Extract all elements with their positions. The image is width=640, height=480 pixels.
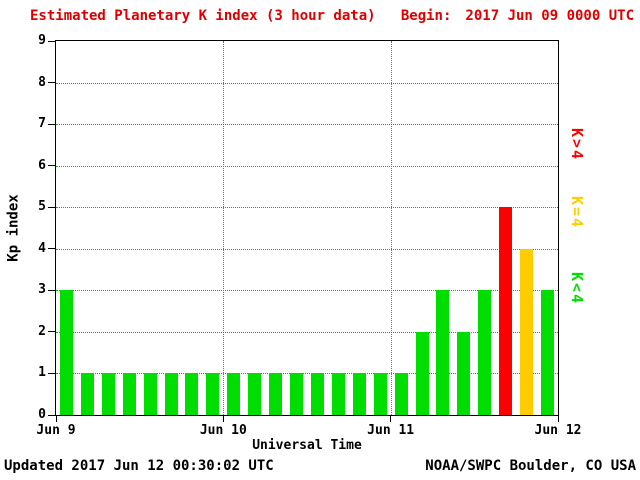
x-tick-label-1: Jun 10 [199, 423, 247, 438]
y-tick-6 [48, 165, 55, 167]
kp-bar-8 [227, 373, 241, 415]
x-axis-title: Universal Time [252, 438, 362, 453]
y-axis-title-text: Kp index [6, 194, 22, 262]
y-axis-title: Kp index [2, 148, 26, 308]
kp-bar-6 [185, 373, 199, 415]
side-label-eq4: K=4 [568, 196, 586, 230]
y-tick-5 [48, 206, 55, 208]
y-tick-label-1: 1 [38, 365, 46, 381]
kp-bar-7 [206, 373, 220, 415]
updated-timestamp: Updated 2017 Jun 12 00:30:02 UTC [4, 458, 274, 474]
y-tick-4 [48, 248, 55, 250]
kp-bar-12 [310, 373, 324, 415]
kp-bar-22 [520, 248, 534, 415]
y-tick-2 [48, 331, 55, 333]
y-tick-label-6: 6 [38, 157, 46, 173]
kp-bar-14 [352, 373, 366, 415]
y-tick-label-9: 9 [38, 33, 46, 48]
gridline-h-1 [56, 373, 558, 375]
kp-bar-13 [331, 373, 345, 415]
x-tick-label-0: Jun 9 [36, 423, 76, 438]
gridline-h-2 [56, 331, 558, 333]
kp-bar-4 [143, 373, 157, 415]
gridline-v-2 [390, 41, 392, 415]
kp-bar-11 [290, 373, 304, 415]
begin-line: Begin: 2017 Jun 09 0000 UTC [401, 8, 634, 24]
chart-title: Estimated Planetary K index (3 hour data… [30, 8, 376, 24]
x-tick-0 [55, 416, 57, 422]
gridline-h-4 [56, 248, 558, 250]
x-tick-label-2: Jun 11 [367, 423, 415, 438]
y-tick-label-3: 3 [38, 282, 46, 298]
kp-bar-5 [164, 373, 178, 415]
credit: NOAA/SWPC Boulder, CO USA [425, 458, 636, 474]
x-tick-label-3: Jun 12 [534, 423, 582, 438]
begin-value: 2017 Jun 09 0000 UTC [465, 8, 634, 24]
begin-label: Begin: [400, 8, 452, 24]
kp-bar-2 [101, 373, 115, 415]
kp-bar-21 [499, 207, 513, 415]
y-tick-0 [48, 414, 55, 416]
kp-bar-0 [59, 290, 73, 415]
y-tick-9 [48, 40, 55, 42]
kp-bar-17 [415, 331, 429, 415]
side-label-gt4: K>4 [568, 128, 586, 162]
kp-bar-15 [373, 373, 387, 415]
y-tick-7 [48, 123, 55, 125]
kp-bar-23 [541, 290, 555, 415]
kp-bar-19 [457, 331, 471, 415]
kp-bar-16 [394, 373, 408, 415]
kp-bar-3 [122, 373, 136, 415]
kp-bar-20 [478, 290, 492, 415]
gridline-h-7 [56, 124, 558, 126]
kp-bar-18 [436, 290, 450, 415]
y-tick-3 [48, 289, 55, 291]
gridline-v-1 [223, 41, 225, 415]
gridline-h-6 [56, 165, 558, 167]
kp-bar-10 [269, 373, 283, 415]
y-tick-1 [48, 372, 55, 374]
y-tick-label-7: 7 [38, 116, 46, 132]
y-tick-label-8: 8 [38, 74, 46, 90]
y-tick-label-2: 2 [38, 323, 46, 339]
y-tick-label-5: 5 [38, 199, 46, 215]
gridline-h-5 [56, 207, 558, 209]
side-label-lt4: K<4 [568, 272, 586, 306]
plot-area [55, 40, 559, 416]
gridline-h-3 [56, 290, 558, 292]
x-tick-1 [222, 416, 224, 422]
y-tick-label-4: 4 [38, 240, 46, 256]
y-tick-label-0: 0 [38, 407, 46, 422]
x-tick-2 [390, 416, 392, 422]
gridline-h-8 [56, 82, 558, 84]
y-tick-8 [48, 82, 55, 84]
kp-bar-9 [248, 373, 262, 415]
x-tick-3 [557, 416, 559, 422]
kp-bar-1 [80, 373, 94, 415]
